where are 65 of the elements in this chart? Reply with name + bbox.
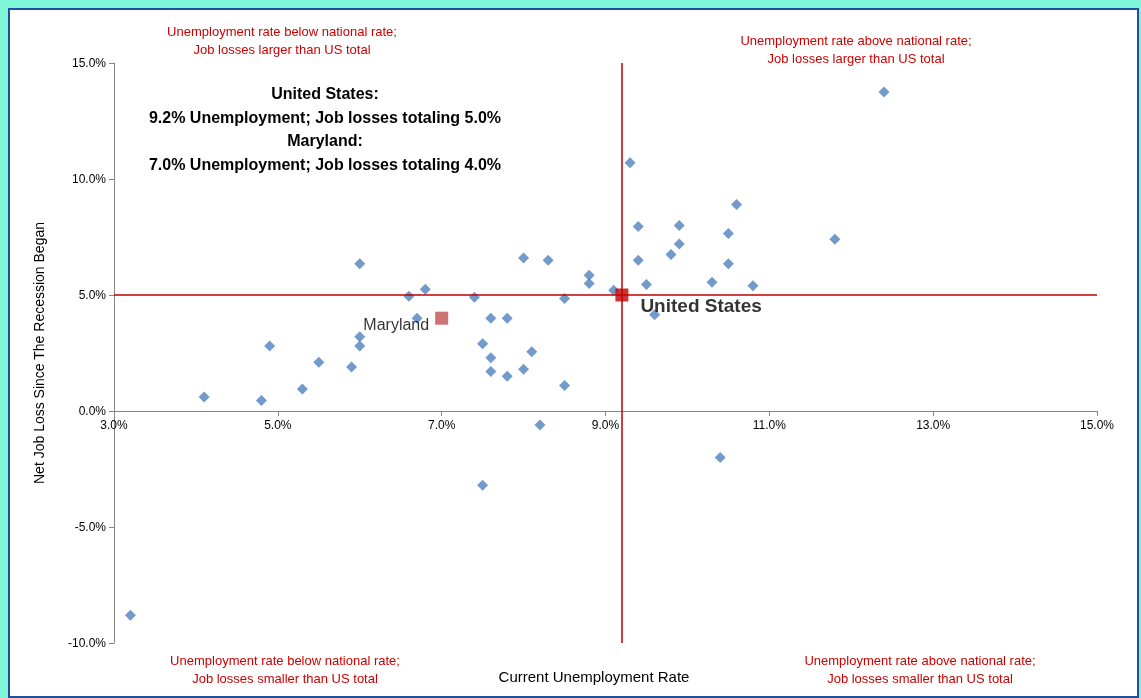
point bbox=[559, 379, 571, 391]
point bbox=[534, 419, 546, 431]
y-tick-label: -5.0% bbox=[74, 520, 107, 534]
x-tick-label: 7.0% bbox=[427, 418, 456, 432]
point bbox=[722, 228, 734, 240]
x-tick-label: 9.0% bbox=[591, 418, 620, 432]
point bbox=[673, 238, 685, 250]
point bbox=[542, 254, 554, 266]
annotation: United States: 9.2% Unemployment; Job losses totaling 5.0% Maryland: 7.0% Unemployment; Job losses totaling 4.0% bbox=[148, 85, 502, 173]
series-label: United States bbox=[640, 294, 762, 316]
point bbox=[722, 258, 734, 270]
point bbox=[632, 254, 644, 266]
text: Unemployment rate below national rate; Job losses larger than US total bbox=[167, 23, 397, 57]
point bbox=[419, 283, 431, 295]
x-tick-label: 15.0% bbox=[1079, 418, 1115, 432]
point bbox=[255, 395, 267, 407]
point bbox=[829, 233, 841, 245]
y-tick-label: -10.0% bbox=[67, 636, 107, 650]
x-axis-title: Current Unemployment Rate bbox=[498, 668, 690, 685]
point bbox=[477, 338, 489, 350]
point bbox=[583, 277, 595, 289]
x-tick-label: 5.0% bbox=[264, 418, 292, 432]
point bbox=[673, 219, 685, 231]
y-tick-label: 10.0% bbox=[71, 172, 107, 186]
point bbox=[485, 312, 497, 324]
point bbox=[731, 199, 743, 211]
point bbox=[632, 221, 644, 233]
text: Unemployment rate below national rate; Job losses smaller than US total bbox=[170, 652, 400, 686]
series-label: Maryland bbox=[363, 315, 430, 333]
x-tick-label: 3.0% bbox=[100, 418, 128, 432]
point bbox=[706, 276, 718, 288]
point bbox=[313, 356, 325, 368]
point bbox=[501, 370, 513, 382]
point bbox=[624, 157, 636, 169]
point bbox=[296, 383, 308, 395]
point bbox=[346, 361, 358, 373]
point bbox=[435, 311, 449, 325]
point bbox=[477, 479, 489, 491]
point bbox=[518, 363, 530, 375]
point bbox=[354, 340, 366, 352]
point bbox=[354, 258, 366, 270]
y-tick-label: 5.0% bbox=[78, 288, 107, 302]
point bbox=[124, 609, 136, 621]
point bbox=[518, 252, 530, 264]
point bbox=[615, 288, 629, 302]
annotation: Unemployment rate above national rate; Job losses larger than US total bbox=[740, 32, 972, 66]
point bbox=[354, 331, 366, 343]
point bbox=[878, 86, 890, 98]
text: Unemployment rate above national rate; Job losses smaller than US total bbox=[804, 652, 1036, 686]
point bbox=[264, 340, 276, 352]
point bbox=[485, 352, 497, 364]
point bbox=[583, 269, 595, 281]
x-tick-label: 11.0% bbox=[752, 418, 787, 432]
x-tick-label: 13.0% bbox=[916, 418, 951, 432]
point bbox=[485, 366, 497, 378]
point bbox=[665, 248, 677, 260]
point bbox=[198, 391, 210, 403]
point bbox=[501, 312, 513, 324]
point bbox=[526, 346, 538, 358]
point bbox=[714, 451, 726, 463]
y-tick-label: 0.0% bbox=[78, 404, 107, 418]
point bbox=[747, 280, 759, 292]
y-axis-title: Net Job Loss Since The Recession Began bbox=[31, 221, 47, 485]
y-tick-label: 15.0% bbox=[71, 56, 107, 70]
point bbox=[640, 279, 652, 291]
